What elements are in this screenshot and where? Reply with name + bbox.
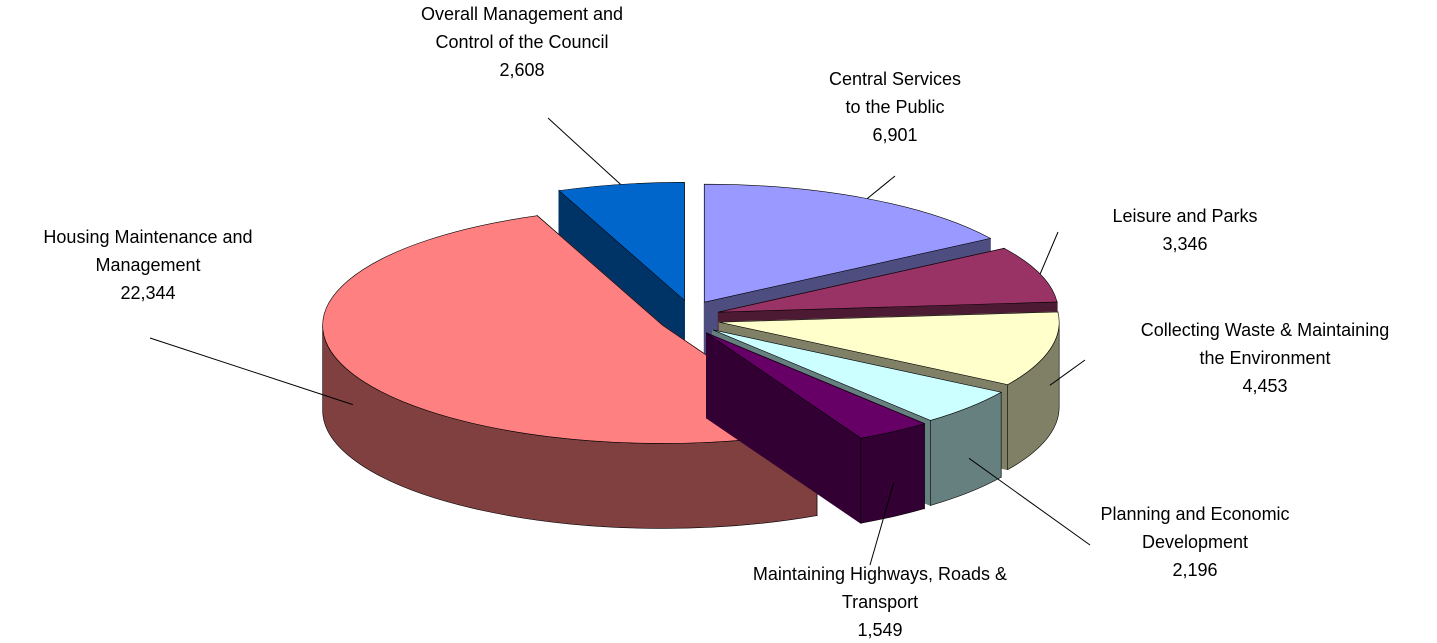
leader-line: [1039, 231, 1059, 275]
slice-top: [719, 311, 1060, 385]
slice-label: Leisure and Parks: [1112, 206, 1257, 226]
slice-value: 2,196: [1172, 560, 1217, 580]
pie-slice: [706, 332, 926, 525]
slice-label: Central Services to the Public: [829, 69, 961, 117]
slice-value: 22,344: [120, 283, 175, 303]
slice-side: [860, 423, 925, 524]
leader-line: [869, 482, 895, 566]
slice-value: 6,901: [872, 125, 917, 145]
leader-line: [149, 337, 353, 406]
slice-label: Overall Management and Control of the Cou…: [421, 4, 623, 52]
slice-value: 4,453: [1242, 376, 1287, 396]
slice-label: Planning and Economic Development: [1100, 504, 1289, 552]
slice-value: 1,549: [857, 620, 902, 640]
slice-top: [704, 183, 992, 303]
slice-top: [718, 248, 1058, 313]
slice-label: Housing Maintenance and Management: [43, 227, 252, 275]
slice-value: 2,608: [499, 60, 544, 80]
slice-label: Collecting Waste & Maintaining the Enviro…: [1141, 320, 1389, 368]
slice-top: [322, 215, 818, 444]
slice-value: 3,346: [1162, 234, 1207, 254]
slice-label: Maintaining Highways, Roads & Transport: [753, 564, 1007, 612]
leader-line: [968, 457, 1091, 546]
leader-line: [547, 117, 621, 185]
slice-top: [558, 182, 685, 301]
slice-top: [712, 329, 1002, 421]
slice-top: [706, 332, 926, 439]
leader-line: [1049, 359, 1086, 386]
leader-line: [866, 175, 896, 200]
